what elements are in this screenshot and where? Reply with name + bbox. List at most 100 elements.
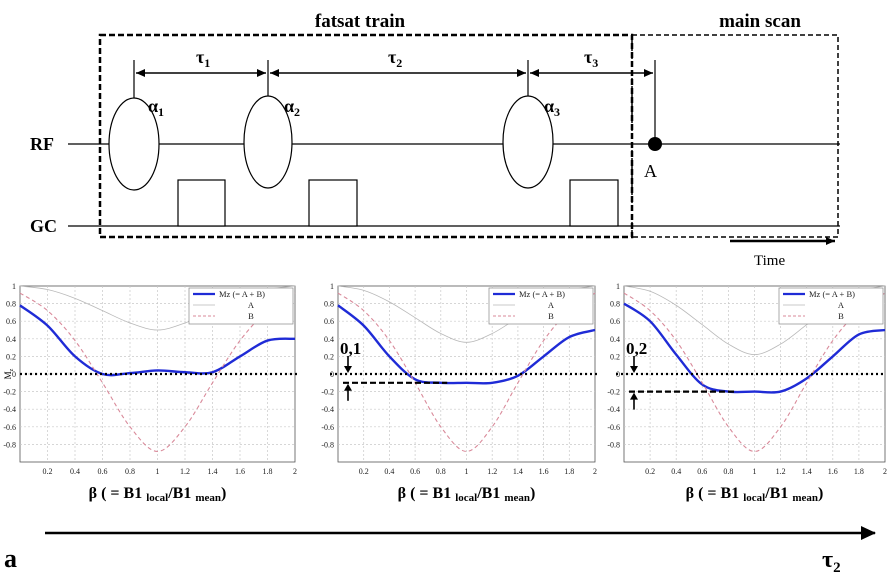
tau2-axis: τ2 a — [4, 526, 876, 573]
y-tick-label: -0.4 — [321, 405, 334, 414]
alpha2-label: α2 — [284, 96, 300, 119]
x-tick-label: 1.6 — [539, 467, 549, 476]
x-tick-label: 0.4 — [384, 467, 394, 476]
series-line-mz — [623, 302, 886, 394]
y-tick-label: 0.6 — [6, 317, 16, 326]
x-tick-label: 2 — [293, 467, 297, 476]
y-tick-label: 0.2 — [324, 352, 334, 361]
x-tick-label: 1.2 — [776, 467, 786, 476]
gradient-block-3 — [569, 179, 619, 227]
y-tick-label: -0.6 — [321, 423, 334, 432]
x-tick-label: 1.2 — [180, 467, 190, 476]
y-tick-label: 1 — [12, 282, 16, 291]
x-tick-label: 0.2 — [359, 467, 369, 476]
x-tick-label: 0.8 — [436, 467, 446, 476]
gradient-block-2 — [308, 179, 358, 227]
tau2-label: τ2 — [388, 47, 402, 70]
y-tick-label: 1 — [616, 282, 620, 291]
series-line-mz — [337, 304, 596, 385]
x-tick-label: 1.4 — [208, 467, 218, 476]
y-tick-label: -0.2 — [3, 388, 16, 397]
main-scan-box — [631, 34, 839, 238]
rf-label: RF — [30, 134, 54, 154]
legend-entry: B — [248, 311, 254, 321]
offset-arrowhead-up — [630, 392, 638, 400]
x-tick-label: 0.6 — [410, 467, 420, 476]
point-a-marker — [648, 137, 662, 151]
x-tick-label: 1 — [156, 467, 160, 476]
x-tick-label: 1.4 — [802, 467, 812, 476]
alpha1-label: α1 — [148, 96, 164, 119]
y-tick-label: -0.8 — [607, 440, 620, 449]
main-scan-label: main scan — [719, 11, 801, 32]
y-tick-label: -0.4 — [3, 405, 16, 414]
x-tick-label: 0.2 — [645, 467, 655, 476]
x-tick-label: 1.6 — [235, 467, 245, 476]
tau2-axis-label: τ2 — [822, 547, 841, 573]
y-axis-label: Mz — [3, 368, 15, 379]
x-axis-label: β ( = B1 local/B1 mean) — [89, 485, 227, 504]
x-tick-label: 1.8 — [263, 467, 273, 476]
legend-entry: A — [838, 300, 845, 310]
y-tick-label: 1 — [330, 282, 334, 291]
y-tick-label: -0.2 — [321, 388, 334, 397]
y-tick-label: 0.8 — [324, 300, 334, 309]
y-tick-label: 0.6 — [610, 317, 620, 326]
y-tick-label: 0.2 — [6, 352, 16, 361]
x-axis-label: β ( = B1 local/B1 mean) — [686, 485, 824, 504]
x-tick-label: 1.8 — [564, 467, 574, 476]
tau1-label: τ1 — [196, 47, 210, 70]
y-tick-label: -0.6 — [607, 423, 620, 432]
series-line-mz — [19, 304, 296, 377]
time-label: Time — [754, 253, 785, 269]
x-tick-label: 0.8 — [125, 467, 135, 476]
y-tick-label: 0.8 — [6, 300, 16, 309]
series-line-b — [337, 292, 596, 452]
x-tick-label: 1 — [465, 467, 469, 476]
x-tick-label: 2 — [593, 467, 597, 476]
y-tick-label: -0.6 — [3, 423, 16, 432]
x-tick-label: 1.2 — [487, 467, 497, 476]
offset-arrowhead-down — [630, 366, 638, 373]
alpha3-label: α3 — [544, 96, 560, 119]
offset-arrowhead-down — [344, 366, 352, 373]
x-tick-label: 0.2 — [43, 467, 53, 476]
legend-entry: A — [248, 300, 255, 310]
mz-plot-2: 10.80.60.40.20-0.2-0.4-0.6-0.80.20.40.60… — [321, 282, 600, 504]
mz-plot-3: 10.80.60.40.20-0.2-0.4-0.6-0.80.20.40.60… — [607, 282, 887, 504]
x-tick-label: 1.6 — [828, 467, 838, 476]
x-tick-label: 0.6 — [697, 467, 707, 476]
legend-entry: A — [548, 300, 555, 310]
y-tick-label: 0.2 — [610, 352, 620, 361]
y-tick-label: 0.4 — [324, 335, 334, 344]
legend-entry: Mz (= A + B) — [809, 289, 855, 299]
x-axis-label: β ( = B1 local/B1 mean) — [398, 485, 536, 504]
y-tick-label: 0.4 — [610, 335, 620, 344]
panel-letter: a — [4, 544, 17, 573]
y-tick-label: -0.8 — [321, 440, 334, 449]
y-tick-label: -0.2 — [607, 388, 620, 397]
point-a-label: A — [644, 161, 657, 181]
y-tick-label: -0.4 — [607, 405, 620, 414]
x-tick-label: 1.8 — [854, 467, 864, 476]
fatsat-train-label: fatsat train — [315, 11, 406, 32]
y-tick-label: 0.8 — [610, 300, 620, 309]
legend-entry: B — [548, 311, 554, 321]
x-tick-label: 1 — [753, 467, 757, 476]
series-line-b — [623, 292, 886, 452]
y-tick-label: -0.8 — [3, 440, 16, 449]
legend-entry: Mz (= A + B) — [219, 289, 265, 299]
gc-label: GC — [30, 216, 57, 236]
x-tick-label: 1.4 — [513, 467, 523, 476]
legend-entry: Mz (= A + B) — [519, 289, 565, 299]
series-line-b — [19, 292, 296, 452]
x-tick-label: 0.4 — [70, 467, 80, 476]
offset-label: 0,2 — [626, 339, 647, 358]
x-tick-label: 0.6 — [98, 467, 108, 476]
y-tick-label: 0.6 — [324, 317, 334, 326]
legend-entry: B — [838, 311, 844, 321]
tau3-label: τ3 — [584, 47, 598, 70]
y-tick-label: 0.4 — [6, 335, 16, 344]
mz-plot-1: 1 0.8 0.6 0.4 0.2 0 -0.2 -0.4 -0.6 -0.8 0.2 0.4 0.6 0… — [3, 282, 300, 504]
y-tick-label: 0 — [12, 370, 16, 379]
